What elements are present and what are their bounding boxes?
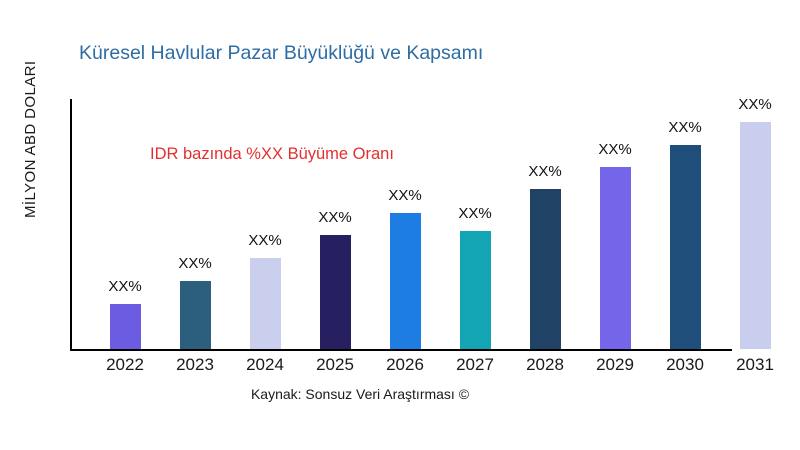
x-tick-label-2026: 2026 [386,355,424,374]
x-tick-label-2027: 2027 [456,355,494,374]
x-tick-label-2025: 2025 [316,355,354,374]
bar-2023 [179,281,211,349]
x-tick-label-2024: 2024 [246,355,284,374]
x-tick-label-2028: 2028 [526,355,564,374]
bar-2022 [109,304,141,349]
bar-2027 [459,231,491,349]
bar-value-label-2024: XX% [248,232,282,249]
bar-value-label-2023: XX% [178,255,212,272]
growth-rate-annotation: IDR bazında %XX Büyüme Oranı [150,145,394,163]
bar-2026 [389,213,421,349]
bar-value-label-2031: XX% [738,96,772,113]
x-tick-label-2031: 2031 [736,355,774,374]
bar-2025 [319,235,351,349]
bar-value-label-2028: XX% [528,163,562,180]
bar-value-label-2022: XX% [108,278,142,295]
bar-2024 [249,258,281,349]
y-axis-line [70,99,72,351]
x-tick-label-2030: 2030 [666,355,704,374]
x-tick-label-2022: 2022 [106,355,144,374]
x-tick-label-2023: 2023 [176,355,214,374]
source-caption: Kaynak: Sonsuz Veri Araştırması © [250,386,470,402]
x-tick-label-2029: 2029 [596,355,634,374]
bar-2030 [669,145,701,349]
bar-value-label-2030: XX% [668,119,702,136]
bar-value-label-2025: XX% [318,209,352,226]
bar-2029 [599,167,631,349]
chart-title: Küresel Havlular Pazar Büyüklüğü ve Kaps… [79,42,484,64]
bar-2028 [529,189,561,349]
x-axis-line [70,349,732,351]
bar-value-label-2027: XX% [458,205,492,222]
y-axis-label: MİLYON ABD DOLARI [22,60,39,218]
bar-value-label-2029: XX% [598,141,632,158]
bar-value-label-2026: XX% [388,187,422,204]
bar-2031 [739,122,771,349]
